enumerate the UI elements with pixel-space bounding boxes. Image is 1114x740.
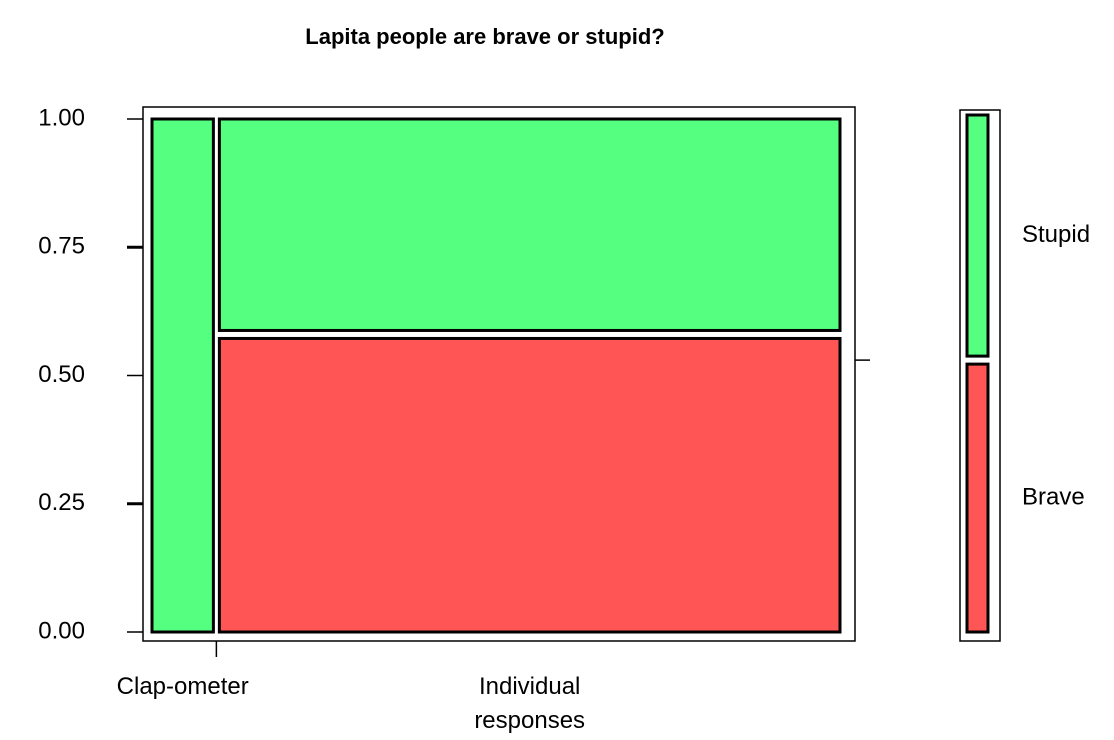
legend-frame bbox=[959, 109, 1001, 642]
x-tick-label: Individual responses bbox=[474, 673, 586, 734]
chart-title: Lapita people are brave or stupid? bbox=[305, 24, 664, 49]
y-tick-label: 1.00 bbox=[38, 104, 85, 131]
legend-label: Brave bbox=[1022, 483, 1085, 510]
y-tick-label: 0.50 bbox=[38, 361, 85, 388]
y-tick-label: 0.75 bbox=[38, 233, 85, 260]
mosaic-cell bbox=[217, 336, 842, 634]
legend-label: Stupid bbox=[1022, 221, 1090, 248]
x-tick-label: Clap-ometer bbox=[116, 673, 249, 700]
y-tick-label: 0.00 bbox=[38, 617, 85, 644]
plot-frame bbox=[142, 106, 856, 642]
legend-swatch bbox=[965, 113, 990, 358]
legend-swatch bbox=[965, 362, 990, 634]
mosaic-cell bbox=[150, 117, 215, 634]
mosaic-cell bbox=[217, 117, 842, 332]
y-tick-label: 0.25 bbox=[38, 489, 85, 516]
